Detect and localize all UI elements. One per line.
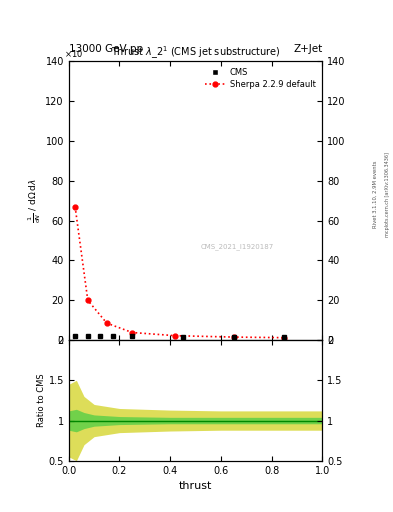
Y-axis label: Ratio to CMS: Ratio to CMS xyxy=(37,374,46,427)
Y-axis label: $\frac{1}{\mathrm{d}N}$ / $\mathrm{d}\Omega\,\mathrm{d}\lambda$: $\frac{1}{\mathrm{d}N}$ / $\mathrm{d}\Om… xyxy=(26,178,42,223)
Text: CMS_2021_I1920187: CMS_2021_I1920187 xyxy=(200,243,274,250)
Text: mcplots.cern.ch [arXiv:1306.3436]: mcplots.cern.ch [arXiv:1306.3436] xyxy=(385,152,389,237)
X-axis label: thrust: thrust xyxy=(179,481,212,491)
Title: Thrust $\lambda\_2^1$ (CMS jet substructure): Thrust $\lambda\_2^1$ (CMS jet substruct… xyxy=(110,45,281,61)
Text: Rivet 3.1.10, 2.9M events: Rivet 3.1.10, 2.9M events xyxy=(373,161,378,228)
Legend: CMS, Sherpa 2.2.9 default: CMS, Sherpa 2.2.9 default xyxy=(202,66,318,91)
Text: $\times 10$: $\times 10$ xyxy=(64,48,83,59)
Text: 13000 GeV pp: 13000 GeV pp xyxy=(69,44,143,54)
Text: Z+Jet: Z+Jet xyxy=(293,44,322,54)
